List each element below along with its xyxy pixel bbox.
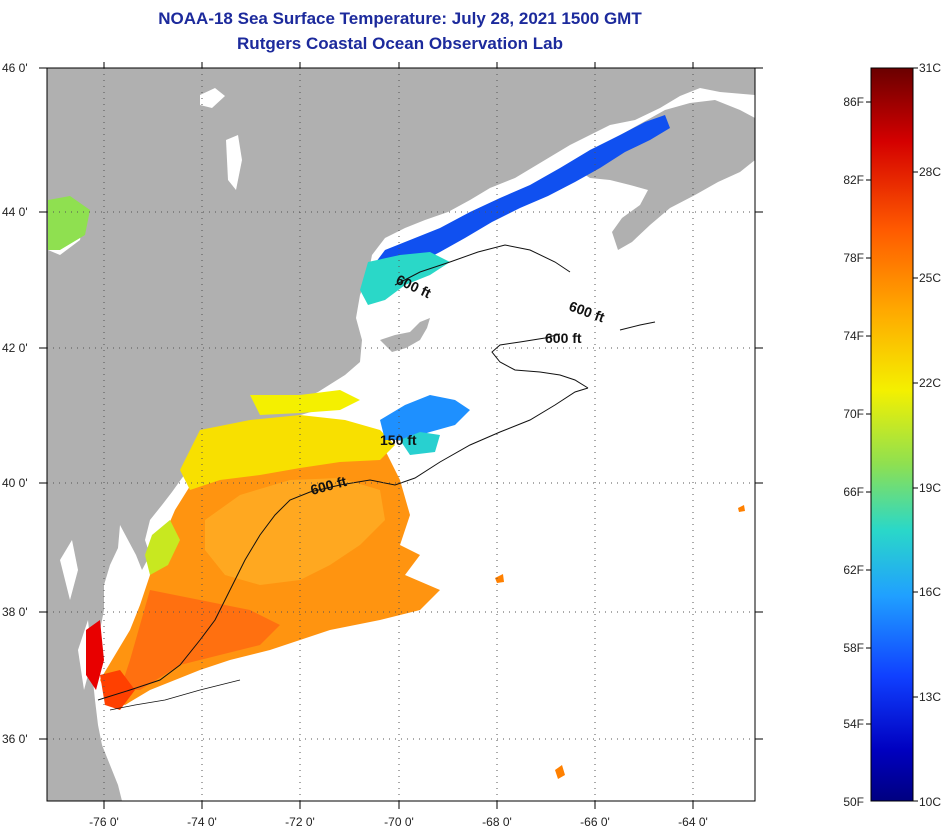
lon-tick-label: -70 0' xyxy=(384,815,414,829)
contour-label: 150 ft xyxy=(380,432,417,448)
colorbar-c-label: 13C xyxy=(919,690,941,704)
lon-tick-label: -74 0' xyxy=(187,815,217,829)
lat-tick-label: 42 0' xyxy=(2,341,28,355)
colorbar-f-label: 78F xyxy=(843,251,864,265)
colorbar-f-label: 74F xyxy=(843,329,864,343)
graticule xyxy=(47,68,755,801)
colorbar-c-label: 25C xyxy=(919,271,941,285)
lat-tick-label: 46 0' xyxy=(2,61,28,75)
lat-tick-label: 44 0' xyxy=(2,205,28,219)
colorbar-f-label: 86F xyxy=(843,95,864,109)
map-title: NOAA-18 Sea Surface Temperature: July 28… xyxy=(158,9,642,28)
lon-tick-label: -76 0' xyxy=(89,815,119,829)
colorbar-c-label: 19C xyxy=(919,481,941,495)
colorbar-c-label: 22C xyxy=(919,376,941,390)
colorbar-c-label: 28C xyxy=(919,165,941,179)
lon-tick-label: -66 0' xyxy=(580,815,610,829)
cape-cod xyxy=(380,318,430,352)
colorbar-c-label: 10C xyxy=(919,795,941,809)
lat-tick-label: 36 0' xyxy=(2,732,28,746)
us-mainland xyxy=(47,68,755,801)
colorbar-c-label: 16C xyxy=(919,585,941,599)
colorbar-f-label: 58F xyxy=(843,641,864,655)
colorbar-f-label: 66F xyxy=(843,485,864,499)
colorbar xyxy=(870,67,914,802)
colorbar-c-label: 31C xyxy=(919,61,941,75)
lat-tick-label: 40 0' xyxy=(2,476,28,490)
colorbar-f-label: 82F xyxy=(843,173,864,187)
map-frame xyxy=(46,67,756,802)
map-subtitle: Rutgers Coastal Ocean Observation Lab xyxy=(237,34,563,53)
colorbar-f-label: 62F xyxy=(843,563,864,577)
colorbar-f-label: 54F xyxy=(843,717,864,731)
colorbar-f-label: 70F xyxy=(843,407,864,421)
contour-label: 600 ft xyxy=(545,330,582,346)
lon-tick-label: -64 0' xyxy=(678,815,708,829)
lon-tick-label: -72 0' xyxy=(285,815,315,829)
colorbar-f-label: 50F xyxy=(843,795,864,809)
lat-tick-label: 38 0' xyxy=(2,605,28,619)
lon-tick-label: -68 0' xyxy=(482,815,512,829)
